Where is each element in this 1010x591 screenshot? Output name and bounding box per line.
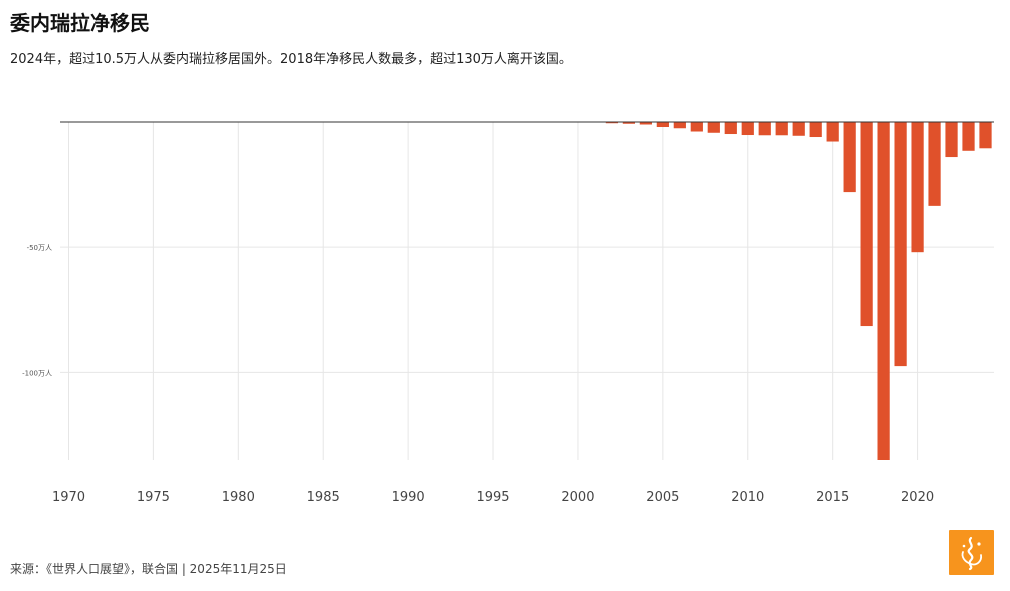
- x-tick-label: 1975: [137, 490, 170, 505]
- bar-2003: [622, 122, 636, 124]
- bar-2019: [894, 122, 907, 367]
- bar-2004: [639, 122, 652, 125]
- bar-2015: [826, 122, 839, 142]
- x-tick-label: 1995: [476, 490, 509, 505]
- bar-2010: [741, 122, 754, 136]
- chart-subtitle: 2024年，超过10.5万人从委内瑞拉移居国外。2018年净移民人数最多，超过1…: [10, 52, 572, 67]
- bar-2021: [928, 122, 941, 206]
- bar-2008: [707, 122, 720, 133]
- y-tick-label: -100万人: [22, 369, 52, 377]
- x-tick-label: 2000: [561, 490, 594, 505]
- bar-2014: [809, 122, 822, 138]
- bar-2018: [877, 122, 890, 460]
- x-tick-label: 1985: [307, 490, 340, 505]
- bar-2024: [979, 122, 992, 149]
- bar-2017: [860, 122, 873, 327]
- bar-2013: [792, 122, 805, 136]
- bar-2011: [758, 122, 771, 136]
- bar-chart: -50万人 -100万人 1970 1975 1980 1985 1990 1995 2000 2…: [22, 121, 994, 505]
- x-tick-label: 2005: [646, 490, 679, 505]
- bar-2023: [962, 122, 975, 151]
- y-tick-label: -50万人: [27, 244, 52, 252]
- bar-2012: [775, 122, 788, 136]
- chart-title: 委内瑞拉净移民: [10, 11, 150, 35]
- bar-2016: [843, 122, 856, 193]
- x-tick-label: 1980: [222, 490, 255, 505]
- bar-2009: [724, 122, 737, 135]
- bar-2020: [911, 122, 924, 253]
- x-tick-label: 2020: [901, 490, 934, 505]
- x-tick-label: 1970: [52, 490, 85, 505]
- bar-2005: [656, 122, 669, 128]
- x-tick-label: 1990: [392, 490, 425, 505]
- bar-2007: [690, 122, 703, 132]
- source-footer: 来源：《世界人口展望》，联合国 | 2025年11月25日: [10, 562, 287, 576]
- bar-2006: [673, 122, 686, 129]
- x-tick-label: 2010: [731, 490, 764, 505]
- x-tick-label: 2015: [816, 490, 849, 505]
- bar-2022: [945, 122, 958, 158]
- al-jazeera-logo-icon: [949, 530, 994, 575]
- bar-2002: [605, 122, 619, 124]
